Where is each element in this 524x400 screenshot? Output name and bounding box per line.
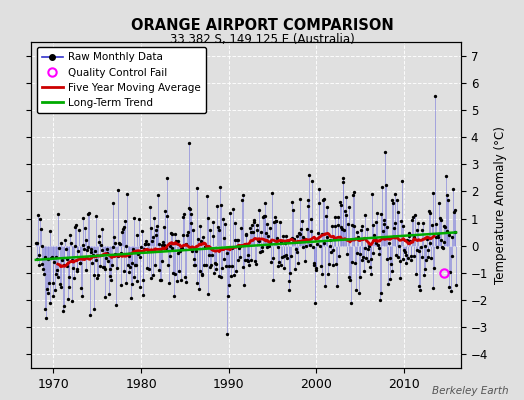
Text: Berkeley Earth: Berkeley Earth [432,386,508,396]
Legend: Raw Monthly Data, Quality Control Fail, Five Year Moving Average, Long-Term Tren: Raw Monthly Data, Quality Control Fail, … [37,47,206,113]
Y-axis label: Temperature Anomaly (°C): Temperature Anomaly (°C) [494,126,507,284]
Text: 33.382 S, 149.125 E (Australia): 33.382 S, 149.125 E (Australia) [170,33,354,46]
Text: ORANGE AIRPORT COMPARISON: ORANGE AIRPORT COMPARISON [130,18,394,33]
